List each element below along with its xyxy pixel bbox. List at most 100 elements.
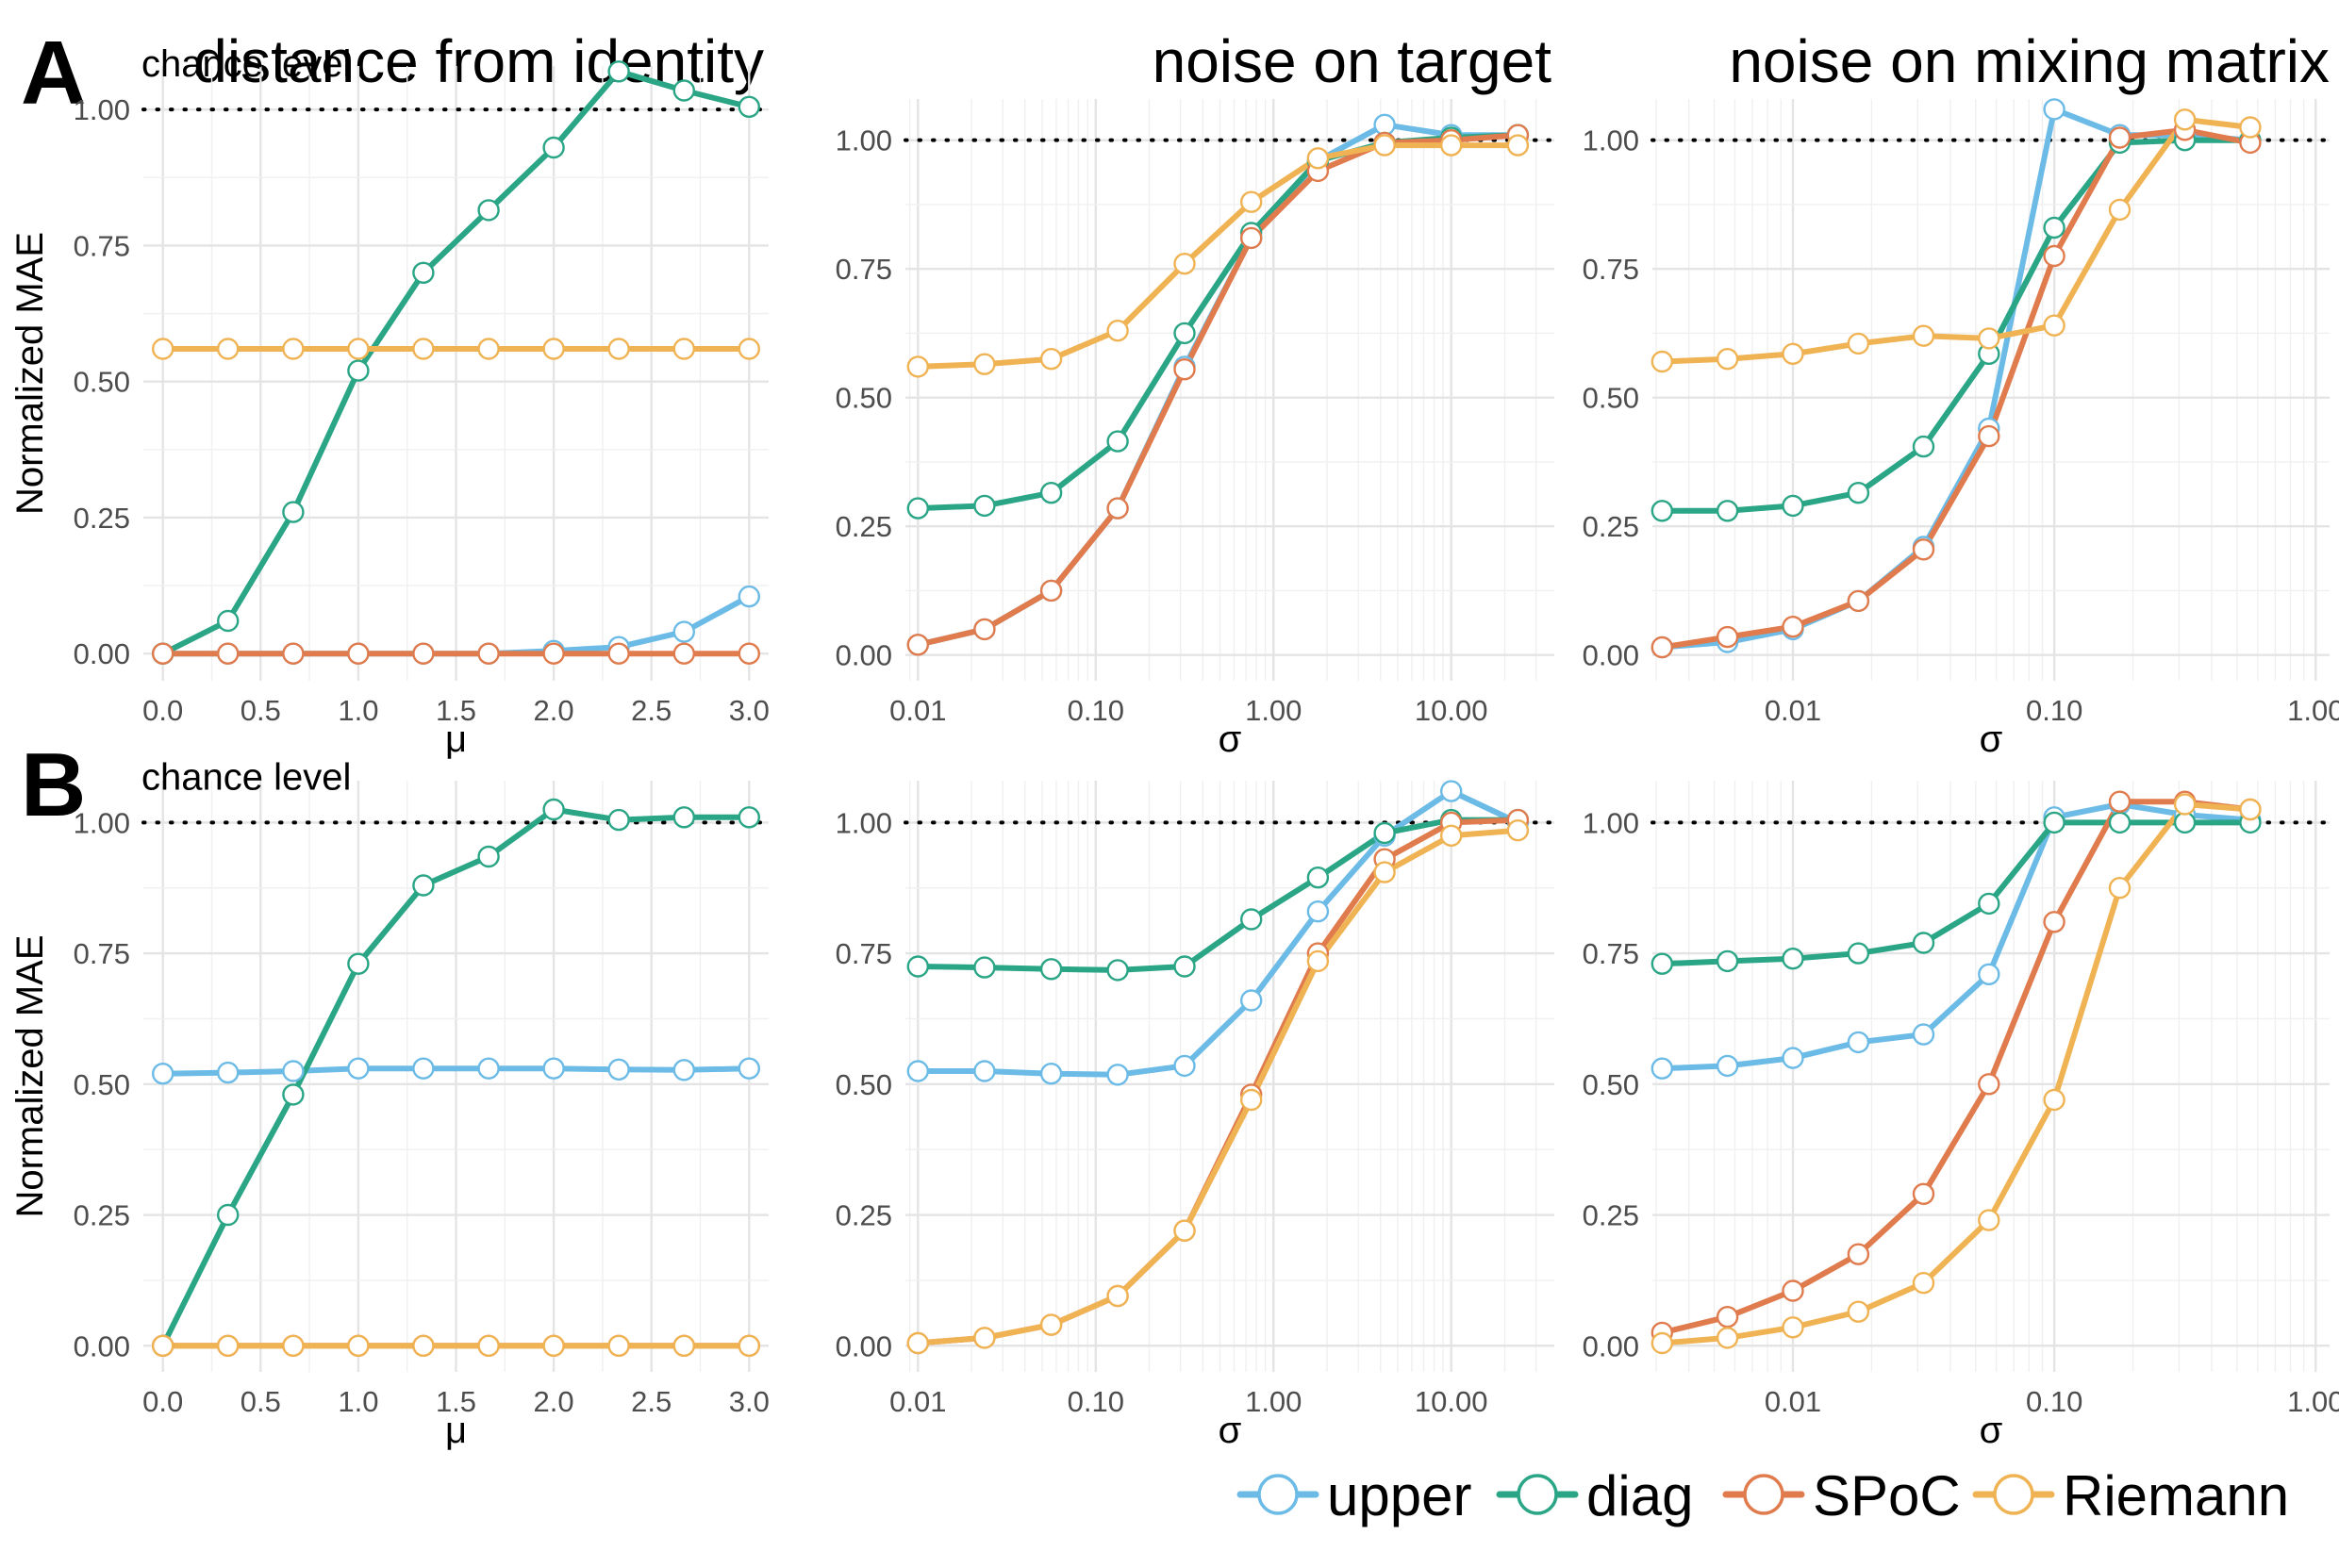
x-tick-label: 10.00 xyxy=(1415,1385,1488,1418)
legend-key-marker-diag xyxy=(1517,1474,1558,1515)
data-point-riemann xyxy=(151,1334,174,1358)
data-point-diag xyxy=(906,955,929,978)
data-point-riemann xyxy=(906,1331,929,1355)
data-point-riemann xyxy=(1847,1300,1870,1323)
data-point-diag xyxy=(1239,908,1263,931)
y-tick-label: 0.25 xyxy=(74,502,130,535)
legend-key-marker-riemann xyxy=(1993,1474,2034,1515)
series-line-riemann xyxy=(915,142,1521,370)
data-point-riemann xyxy=(738,338,760,360)
series-line-spoc xyxy=(1659,799,2253,1336)
x-tick-label: 1.00 xyxy=(2287,1385,2339,1418)
data-point-diag xyxy=(1847,942,1870,965)
data-point-diag xyxy=(216,1203,240,1227)
data-point-riemann xyxy=(2043,314,2065,337)
data-point-upper xyxy=(672,620,695,643)
data-point-diag xyxy=(1782,948,1804,970)
chart-panel-2: 0.00 0.25 0.50 0.75 1.00 0.01 0.10 1.00 10.00 σ xyxy=(836,99,1556,760)
data-point-spoc xyxy=(151,642,174,665)
data-point-riemann xyxy=(1239,190,1263,213)
x-axis-label: σ xyxy=(1219,1410,1242,1451)
legend-label-upper: upper xyxy=(1327,1464,1471,1527)
data-point-diag xyxy=(1306,867,1330,889)
data-point-upper xyxy=(412,1057,435,1080)
data-point-upper xyxy=(347,1057,370,1080)
data-point-diag xyxy=(1373,821,1396,845)
data-point-spoc xyxy=(542,642,565,665)
data-point-upper xyxy=(1106,1064,1129,1086)
data-point-upper xyxy=(906,1060,929,1082)
x-tick-label: 2.0 xyxy=(534,1385,574,1418)
data-point-riemann xyxy=(542,1334,565,1358)
series-line-diag xyxy=(159,68,753,657)
data-point-spoc xyxy=(1651,635,1674,659)
data-point-upper xyxy=(973,1060,996,1082)
y-tick-label: 0.50 xyxy=(1583,1068,1639,1101)
data-point-riemann xyxy=(1651,350,1674,373)
y-tick-label: 1.00 xyxy=(836,806,892,839)
data-point-diag xyxy=(1173,322,1196,345)
x-tick-label: 1.00 xyxy=(1245,694,1302,727)
data-point-upper xyxy=(738,585,760,608)
data-point-riemann xyxy=(1978,1209,2000,1231)
x-tick-label: 0.01 xyxy=(889,1385,946,1418)
x-axis-label: σ xyxy=(1980,718,2003,760)
data-point-spoc xyxy=(1106,497,1129,520)
data-point-riemann xyxy=(1506,134,1530,157)
data-point-diag xyxy=(412,874,435,897)
data-point-diag xyxy=(672,79,695,102)
series-line-diag xyxy=(1659,137,2253,514)
data-point-upper xyxy=(672,1059,695,1081)
y-axis-label: Normalized MAE xyxy=(9,232,51,515)
data-point-upper xyxy=(738,1057,760,1080)
data-point-upper xyxy=(477,1057,500,1080)
data-point-diag xyxy=(672,806,695,829)
data-point-diag xyxy=(738,95,760,119)
x-tick-label: 0.10 xyxy=(1068,1385,1124,1418)
data-point-upper xyxy=(1847,1031,1870,1054)
x-tick-label: 10.00 xyxy=(1415,694,1488,727)
series-line-diag xyxy=(915,132,1521,512)
x-tick-label: 1.0 xyxy=(338,1385,378,1418)
data-point-upper xyxy=(1978,963,2000,986)
data-point-riemann xyxy=(607,1334,630,1358)
data-point-spoc xyxy=(1912,1182,1935,1206)
data-point-diag xyxy=(347,359,370,382)
x-tick-label: 1.5 xyxy=(436,694,476,727)
x-tick-label: 2.0 xyxy=(534,694,574,727)
series-line-diag xyxy=(915,817,1521,973)
x-axis-label: σ xyxy=(1219,718,1242,760)
data-point-spoc xyxy=(1782,1279,1804,1302)
data-point-diag xyxy=(542,798,565,821)
y-tick-label: 0.75 xyxy=(836,937,892,970)
data-point-spoc xyxy=(1978,1073,2000,1096)
y-tick-label: 0.00 xyxy=(74,637,130,670)
data-point-diag xyxy=(1912,932,1935,954)
legend-label-riemann: Riemann xyxy=(2063,1464,2289,1527)
y-tick-label: 1.00 xyxy=(1583,124,1639,157)
data-point-upper xyxy=(607,1058,630,1081)
data-point-spoc xyxy=(1173,358,1196,381)
data-point-spoc xyxy=(2108,790,2132,813)
y-tick-label: 0.00 xyxy=(74,1329,130,1362)
data-point-riemann xyxy=(607,338,630,360)
y-tick-label: 0.75 xyxy=(836,253,892,286)
data-point-upper xyxy=(542,1057,565,1080)
x-tick-label: 1.0 xyxy=(338,694,378,727)
data-point-riemann xyxy=(477,1334,500,1358)
data-point-riemann xyxy=(672,338,695,360)
y-tick-label: 1.00 xyxy=(836,124,892,157)
data-point-riemann xyxy=(216,1334,240,1358)
data-point-upper xyxy=(1239,989,1263,1012)
y-tick-label: 0.75 xyxy=(1583,937,1639,970)
data-point-spoc xyxy=(973,618,996,641)
chart-panel-3: 0.00 0.25 0.50 0.75 1.00 0.01 0.10 1.00 σ xyxy=(1583,98,2339,760)
data-point-upper xyxy=(1373,113,1396,137)
y-tick-label: 0.75 xyxy=(1583,253,1639,286)
data-point-riemann xyxy=(1716,348,1739,371)
data-point-riemann xyxy=(1306,949,1330,973)
series-line-upper xyxy=(915,122,1521,648)
data-point-diag xyxy=(906,497,929,520)
data-point-diag xyxy=(1782,494,1804,518)
